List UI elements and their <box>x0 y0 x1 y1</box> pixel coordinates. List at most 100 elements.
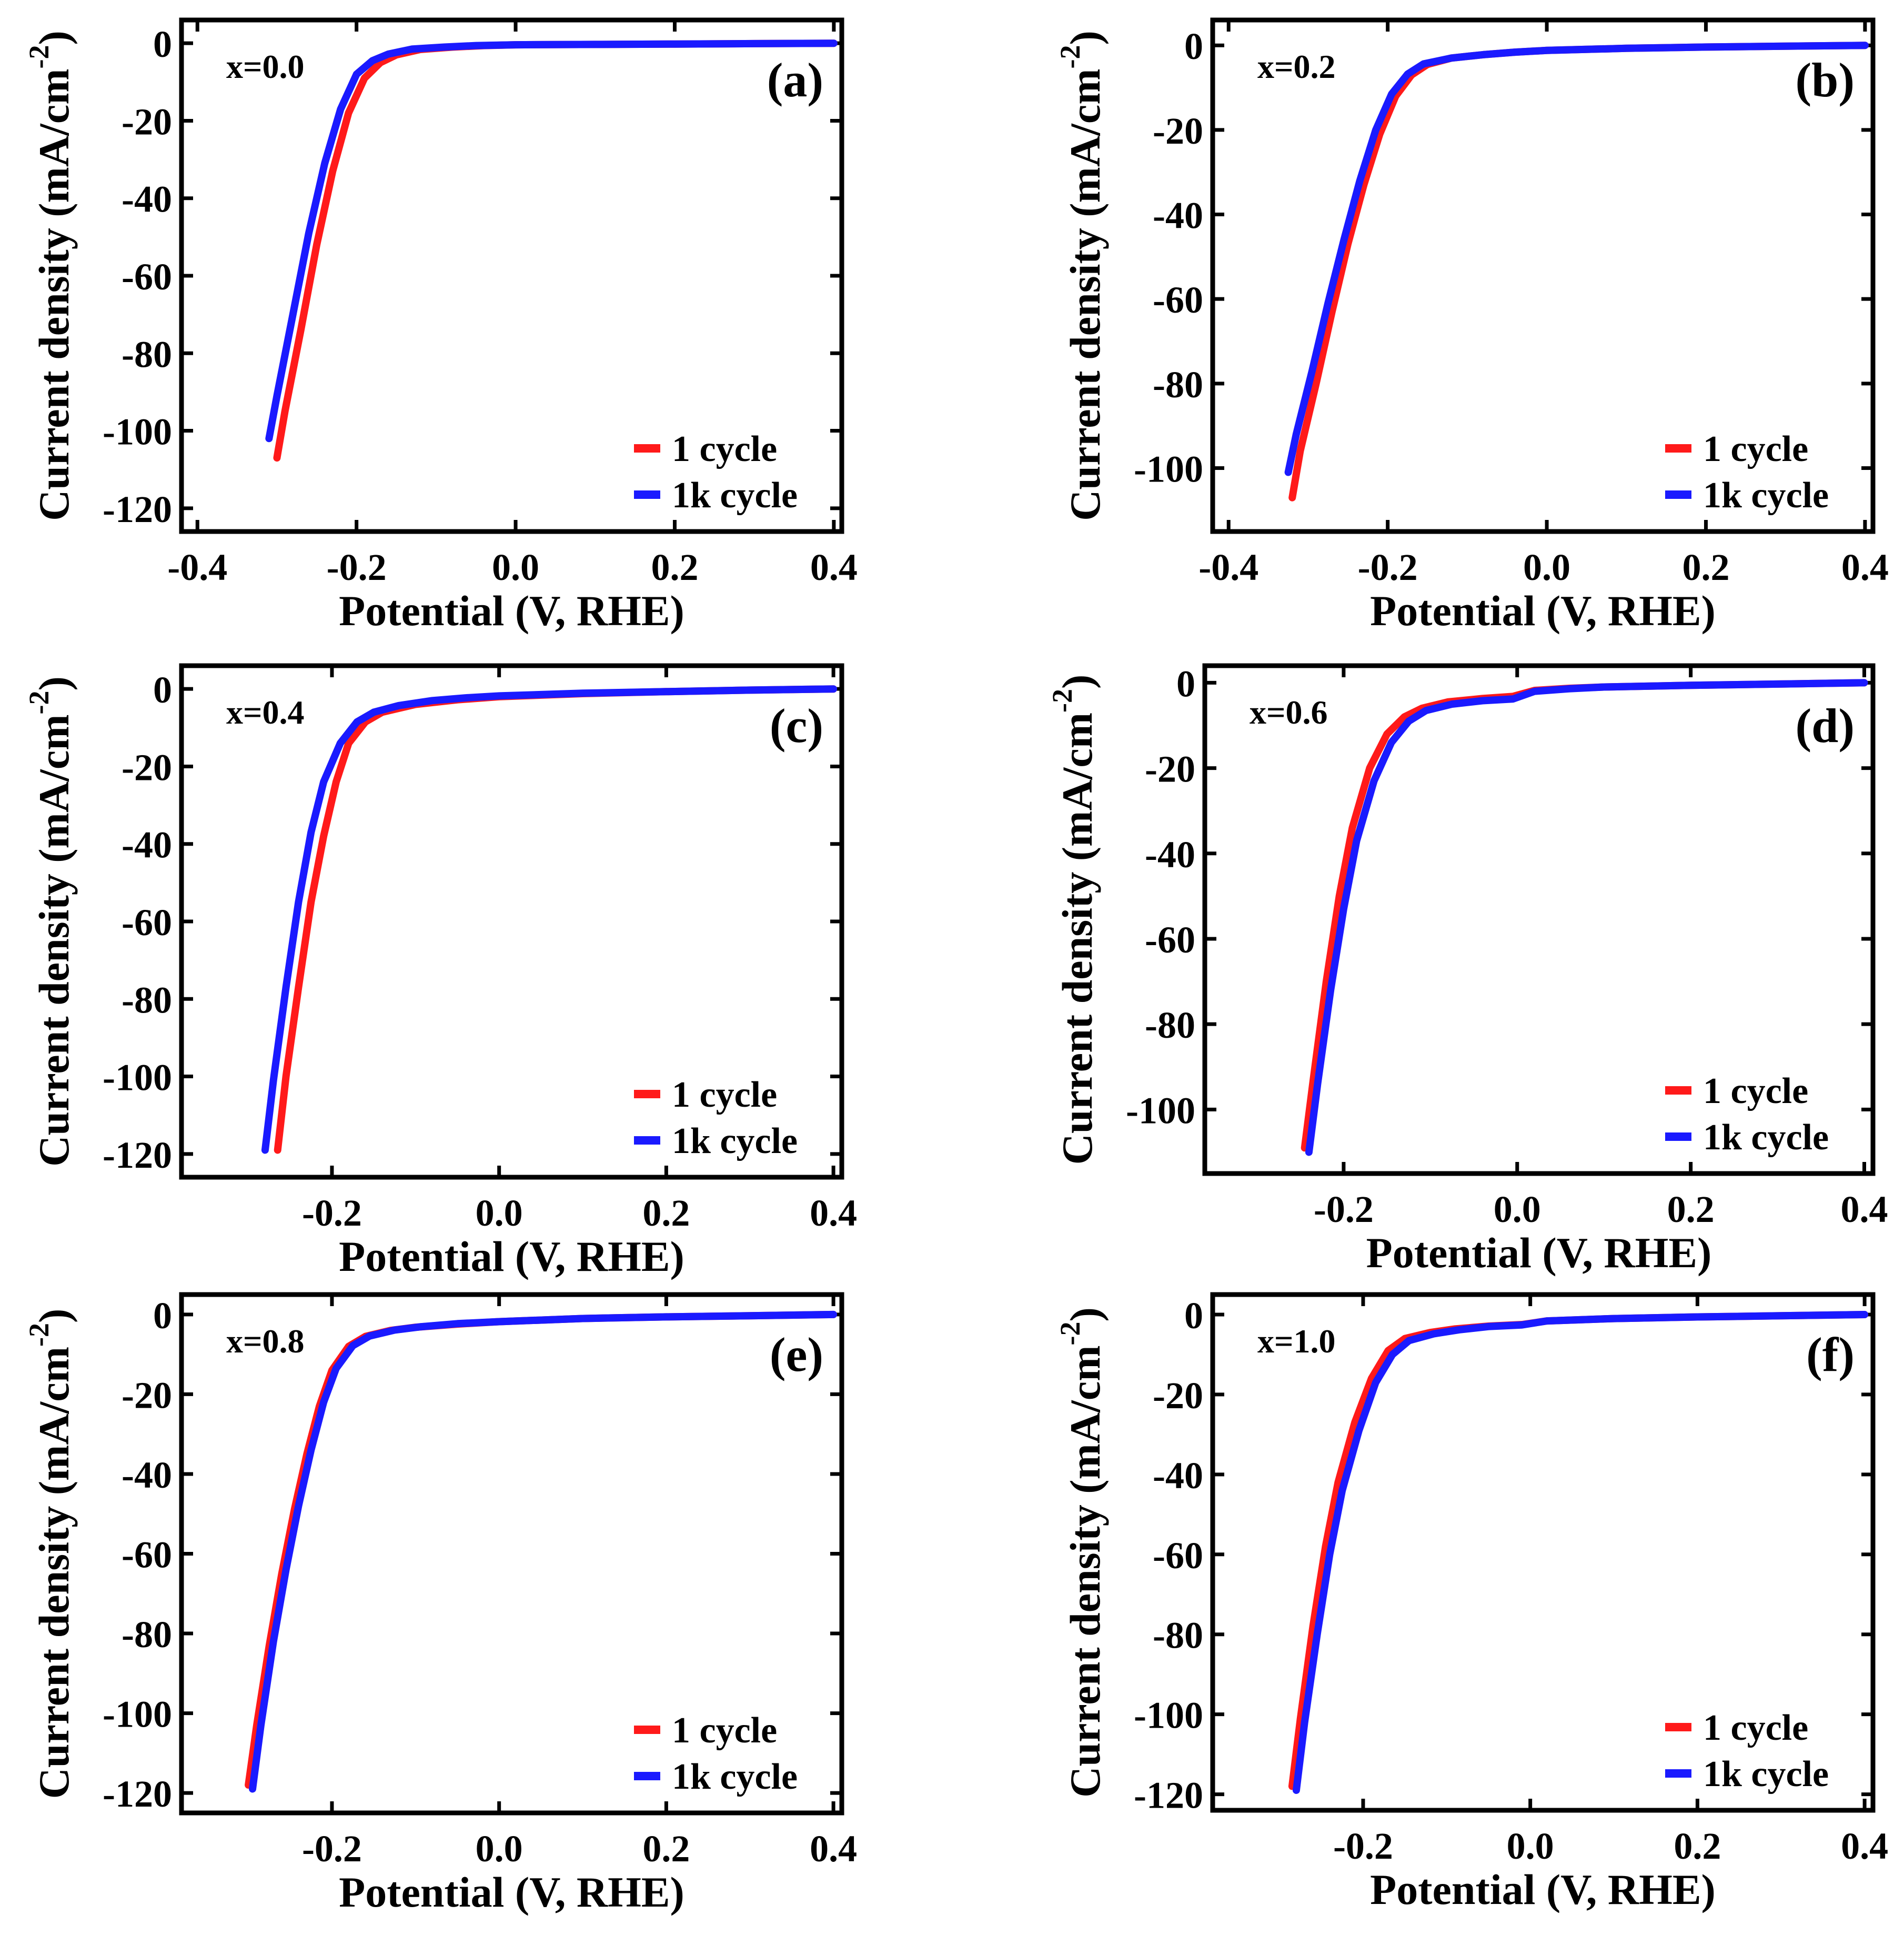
y-tick-label: -20 <box>1153 110 1203 152</box>
panel-c: 0 -20 -40 -60 -80 -100 -120 -0.2 0.0 0.2 0.4 Potent… <box>23 663 857 1280</box>
y-tick-label: -100 <box>103 1057 172 1099</box>
y-tick-label: 0 <box>153 669 172 711</box>
y-tick-label: -40 <box>122 178 172 220</box>
x-axis-title: Potential (V, RHE) <box>1366 1229 1712 1277</box>
y-tick-label: -60 <box>122 901 172 944</box>
legend-label: 1k cycle <box>672 1757 798 1797</box>
panel-label: (a) <box>767 53 823 107</box>
x-tick-label: 0.4 <box>1841 1825 1888 1867</box>
composition-annotation: x=0.8 <box>226 1322 304 1360</box>
y-axis-title: Current density (mA/cm-2) <box>23 676 78 1167</box>
x-tick-label: 0.0 <box>1507 1825 1554 1867</box>
y-tick-label: -60 <box>1153 279 1203 321</box>
y-axis-title-close: ) <box>30 1309 78 1323</box>
y-axis-title: Current density (mA/cm-2) <box>1054 31 1109 521</box>
y-axis-title-superscript: -2 <box>23 690 55 714</box>
series-line-cycle_1k <box>1305 679 1868 1156</box>
y-tick-label: -120 <box>103 488 172 530</box>
panel-label: (d) <box>1796 699 1855 753</box>
panel-a: 0 -20 -40 -60 -80 -100 -120 -0.4 -0.2 0.0 0.2 0.4 Po… <box>23 17 858 635</box>
panel-e: 0 -20 -40 -60 -80 -100 -120 -0.2 0.0 0.2 0.4 Potent… <box>23 1292 857 1916</box>
y-tick-label: 0 <box>1184 1295 1203 1337</box>
y-tick-label: -80 <box>122 1613 172 1656</box>
legend-label: 1 cycle <box>1703 1708 1808 1748</box>
y-tick-label: 0 <box>153 1295 172 1337</box>
y-axis-title-superscript: -2 <box>1054 45 1086 68</box>
x-tick-label: 0.4 <box>1841 546 1889 588</box>
y-tick-label: 0 <box>153 23 172 65</box>
x-tick-label: 0.0 <box>1523 546 1570 588</box>
y-tick-label: 0 <box>1176 663 1195 705</box>
x-tick-label: -0.2 <box>302 1828 362 1870</box>
legend-label: 1 cycle <box>672 429 777 469</box>
y-axis-title-text: Current density (mA/cm <box>1061 1345 1109 1797</box>
panel-f: 0 -20 -40 -60 -80 -100 -120 -0.2 0.0 0.2 0.4 Potent… <box>1054 1292 1888 1913</box>
y-axis-title-text: Current density (mA/cm <box>1053 713 1101 1165</box>
x-tick-label: -0.2 <box>1333 1825 1393 1867</box>
x-tick-label: 0.0 <box>1494 1188 1541 1230</box>
y-axis-title-superscript: -2 <box>1046 689 1078 713</box>
y-axis-title-close: ) <box>30 676 78 690</box>
y-axis-title-close: ) <box>30 31 78 45</box>
x-axis-title: Potential (V, RHE) <box>339 1868 684 1916</box>
y-tick-label: -120 <box>1134 1774 1203 1817</box>
legend-label: 1k cycle <box>1703 1117 1829 1158</box>
y-tick-label: -100 <box>1134 1695 1203 1737</box>
y-tick-label: -60 <box>1153 1535 1203 1577</box>
x-axis-title: Potential (V, RHE) <box>339 587 684 635</box>
y-axis-title: Current density (mA/cm-2) <box>1054 1307 1109 1798</box>
y-axis-title-text: Current density (mA/cm <box>1061 68 1109 520</box>
plot-frame <box>1210 1292 1876 1813</box>
series-line-cycle_1k <box>261 685 838 1154</box>
x-axis-title: Potential (V, RHE) <box>1370 1866 1716 1913</box>
composition-annotation: x=0.0 <box>226 48 304 85</box>
composition-annotation: x=1.0 <box>1257 1322 1335 1360</box>
composition-annotation: x=0.4 <box>226 694 304 731</box>
y-tick-label: -20 <box>1153 1375 1203 1417</box>
legend-label: 1 cycle <box>672 1075 777 1115</box>
y-tick-label: -80 <box>122 333 172 375</box>
legend-label: 1 cycle <box>672 1710 777 1751</box>
panel-label: (b) <box>1796 53 1855 107</box>
y-tick-label: -40 <box>1153 195 1203 237</box>
plot-frame <box>1210 17 1876 534</box>
x-tick-label: 0.2 <box>1674 1825 1721 1867</box>
y-tick-label: -100 <box>103 1693 172 1736</box>
y-tick-label: -20 <box>1145 748 1195 790</box>
y-tick-label: -80 <box>1153 364 1203 406</box>
x-tick-label: 0.4 <box>810 1828 857 1870</box>
composition-annotation: x=0.6 <box>1250 694 1327 731</box>
y-axis-title-close: ) <box>1061 1307 1109 1321</box>
y-tick-label: -120 <box>103 1773 172 1815</box>
series-line-cycle_1k <box>249 1310 838 1793</box>
panel-label: (c) <box>770 699 823 753</box>
y-tick-label: 0 <box>1184 25 1203 67</box>
y-axis-title: Current density (mA/cm-2) <box>23 31 78 521</box>
legend-label: 1k cycle <box>1703 1754 1829 1794</box>
y-tick-label: -60 <box>122 1534 172 1576</box>
legend-label: 1 cycle <box>1703 1071 1808 1111</box>
x-tick-label: -0.2 <box>327 546 387 588</box>
y-axis-title-close: ) <box>1061 31 1109 45</box>
x-tick-label: 0.0 <box>492 546 539 588</box>
y-axis-title: Current density (mA/cm-2) <box>1046 675 1101 1165</box>
y-tick-label: -20 <box>122 746 172 788</box>
y-tick-label: -80 <box>1153 1615 1203 1657</box>
y-tick-label: -100 <box>1134 448 1203 490</box>
x-tick-label: 0.4 <box>810 1192 857 1234</box>
legend-label: 1k cycle <box>672 475 798 516</box>
composition-annotation: x=0.2 <box>1257 48 1335 85</box>
y-tick-label: -120 <box>103 1134 172 1176</box>
x-tick-label: -0.4 <box>1198 546 1258 588</box>
legend-label: 1k cycle <box>1703 475 1829 516</box>
panel-label: (e) <box>770 1328 823 1381</box>
y-tick-label: -100 <box>1126 1089 1195 1131</box>
x-axis-title: Potential (V, RHE) <box>1370 587 1716 635</box>
y-axis-title-text: Current density (mA/cm <box>30 1347 78 1799</box>
y-tick-label: -40 <box>1145 834 1195 876</box>
x-tick-label: -0.4 <box>167 546 227 588</box>
panel-d: 0 -20 -40 -60 -80 -100 -0.2 0.0 0.2 0.4 Potential … <box>1046 663 1888 1277</box>
y-axis-title-superscript: -2 <box>23 1323 55 1347</box>
x-tick-label: 0.0 <box>476 1192 523 1234</box>
